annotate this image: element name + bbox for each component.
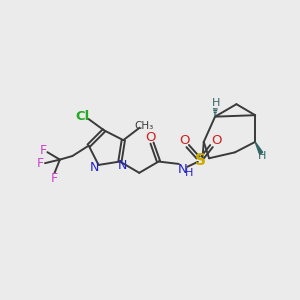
Text: O: O <box>146 131 156 144</box>
Text: O: O <box>179 134 189 147</box>
Polygon shape <box>255 142 263 154</box>
Text: Cl: Cl <box>75 110 89 122</box>
Text: H: H <box>258 151 266 160</box>
Text: H: H <box>185 168 194 178</box>
Text: S: S <box>195 153 206 168</box>
Text: F: F <box>51 172 58 184</box>
Text: CH₃: CH₃ <box>134 121 153 131</box>
Text: H: H <box>212 98 220 108</box>
Text: N: N <box>178 163 188 176</box>
Text: F: F <box>36 157 43 170</box>
Text: N: N <box>90 161 99 174</box>
Text: O: O <box>211 134 222 147</box>
Text: N: N <box>117 159 127 172</box>
Text: F: F <box>40 144 47 157</box>
